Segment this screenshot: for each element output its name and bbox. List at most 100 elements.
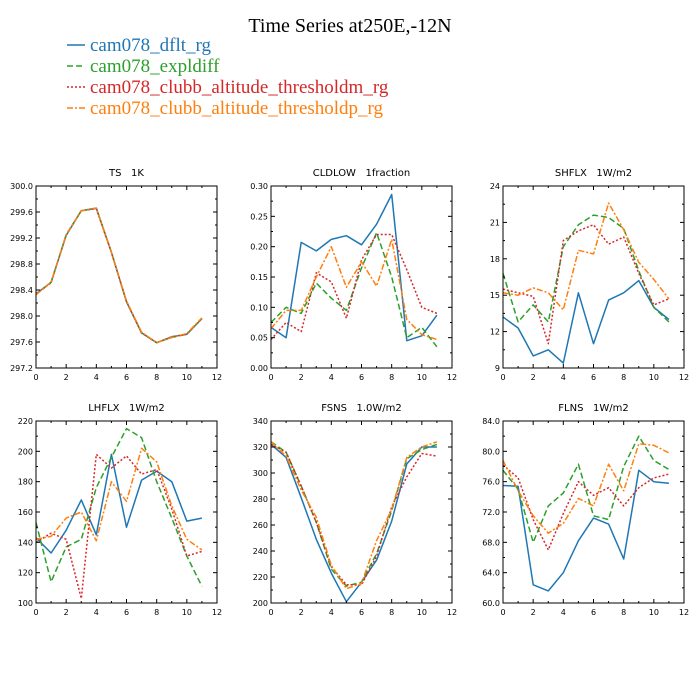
x-tick-label: 0 — [500, 373, 505, 382]
x-tick-label: 6 — [359, 373, 364, 382]
series-line-3 — [271, 233, 438, 340]
y-tick-label: 64.0 — [482, 569, 500, 578]
x-tick-label: 10 — [649, 608, 659, 617]
y-tick-label: 0.20 — [250, 243, 268, 252]
panel-1: TS 1K 0 2 4 6 8 10 12 297.2 297.6 298.0 298.4 298.8 2… — [10, 168, 222, 382]
y-tick-label: 300.0 — [10, 182, 33, 191]
series-line-4 — [503, 202, 670, 311]
y-tick-label: 280 — [253, 495, 268, 504]
y-tick-label: 60.0 — [482, 599, 500, 608]
x-tick-label: 8 — [621, 373, 626, 382]
series-line-1 — [271, 193, 438, 342]
x-tick-label: 12 — [679, 373, 689, 382]
panel-5: FSNS 1.0W/m2 0 2 4 6 8 10 12 200 220 240 260 280 300 3… — [253, 403, 457, 617]
y-tick-label: 299.6 — [10, 208, 33, 217]
x-tick-label: 6 — [359, 608, 364, 617]
x-tick-label: 12 — [679, 608, 689, 617]
y-tick-label: 140 — [18, 538, 33, 547]
y-tick-label: 180 — [18, 478, 33, 487]
y-tick-label: 200 — [253, 599, 268, 608]
x-tick-label: 10 — [417, 608, 427, 617]
series-line-4 — [36, 207, 203, 344]
y-tick-label: 200 — [18, 447, 33, 456]
legend-label: cam078_clubb_altitude_thresholdm_rg — [90, 77, 389, 98]
x-tick-label: 2 — [299, 373, 304, 382]
panel-title: FLNS 1W/m2 — [558, 403, 628, 414]
series-line-4 — [271, 238, 438, 341]
y-tick-label: 80.0 — [482, 447, 500, 456]
y-tick-label: 298.0 — [10, 312, 33, 321]
y-tick-label: 0.30 — [250, 182, 268, 191]
y-tick-label: 0.15 — [250, 273, 268, 282]
y-tick-label: 298.8 — [10, 260, 33, 269]
series-line-2 — [271, 231, 438, 348]
x-tick-label: 6 — [124, 373, 129, 382]
y-tick-label: 0.10 — [250, 303, 268, 312]
x-tick-label: 2 — [531, 608, 536, 617]
y-tick-label: 160 — [18, 508, 33, 517]
series-line-2 — [503, 214, 670, 323]
y-tick-label: 18 — [490, 255, 500, 264]
y-tick-label: 297.6 — [10, 338, 33, 347]
x-tick-label: 6 — [591, 373, 596, 382]
panel-title: LHFLX 1W/m2 — [88, 403, 165, 414]
y-tick-label: 15 — [490, 291, 500, 300]
x-tick-label: 10 — [417, 373, 427, 382]
series-line-4 — [271, 441, 438, 590]
figure-legend: cam078_dflt_rgcam078_expldiffcam078_club… — [67, 35, 389, 119]
series-line-3 — [503, 224, 670, 345]
legend-label: cam078_clubb_altitude_thresholdp_rg — [90, 98, 384, 119]
y-tick-label: 0.00 — [250, 364, 268, 373]
x-tick-label: 8 — [621, 608, 626, 617]
y-tick-label: 260 — [253, 521, 268, 530]
y-tick-label: 72.0 — [482, 508, 500, 517]
x-tick-label: 12 — [447, 608, 457, 617]
x-tick-label: 12 — [212, 373, 222, 382]
x-tick-label: 2 — [531, 373, 536, 382]
series-line-2 — [271, 441, 438, 587]
series-line-1 — [503, 469, 669, 592]
x-tick-label: 8 — [389, 373, 394, 382]
x-tick-label: 4 — [94, 608, 99, 617]
y-tick-label: 340 — [253, 417, 268, 426]
y-tick-label: 240 — [253, 547, 268, 556]
series-line-1 — [503, 279, 670, 364]
y-tick-label: 300 — [253, 469, 268, 478]
y-tick-label: 220 — [18, 417, 33, 426]
legend-label: cam078_expldiff — [90, 56, 220, 77]
x-tick-label: 6 — [591, 608, 596, 617]
y-tick-label: 76.0 — [482, 478, 500, 487]
y-tick-label: 0.25 — [250, 212, 268, 221]
y-tick-label: 299.2 — [10, 234, 33, 243]
panel-title: FSNS 1.0W/m2 — [321, 403, 402, 414]
panel-title: CLDLOW 1fraction — [313, 168, 411, 179]
x-tick-label: 4 — [329, 373, 334, 382]
x-tick-label: 8 — [389, 608, 394, 617]
x-tick-label: 4 — [94, 373, 99, 382]
x-tick-label: 8 — [154, 373, 159, 382]
y-tick-label: 24 — [490, 182, 500, 191]
x-tick-label: 12 — [212, 608, 222, 617]
panel-2: CLDLOW 1fraction 0 2 4 6 8 10 12 0.00 0.05 0.10 0.1… — [250, 168, 457, 382]
series-line-2 — [503, 435, 670, 544]
series-line-3 — [36, 453, 203, 600]
chart-panels: TS 1K0 2 4 6 8 10 12297.2297.6298.0298.4298.82… — [10, 168, 689, 617]
figure-title: Time Series at250E,-12N — [248, 15, 451, 37]
panel-title: SHFLX 1W/m2 — [555, 168, 632, 179]
y-tick-label: 220 — [253, 573, 268, 582]
y-tick-label: 298.4 — [10, 286, 33, 295]
x-tick-label: 10 — [182, 608, 192, 617]
x-tick-label: 8 — [154, 608, 159, 617]
series-line-4 — [36, 447, 203, 551]
x-tick-label: 0 — [268, 608, 273, 617]
y-tick-label: 297.2 — [10, 364, 33, 373]
y-tick-label: 320 — [253, 443, 268, 452]
y-tick-label: 9 — [495, 364, 500, 373]
series-line-3 — [503, 464, 670, 551]
y-tick-label: 68.0 — [482, 538, 500, 547]
panel-4: LHFLX 1W/m2 0 2 4 6 8 10 12 100 120 140 160 180 200 22… — [18, 403, 222, 617]
panel-title: TS 1K — [108, 168, 144, 179]
x-tick-label: 10 — [182, 373, 192, 382]
